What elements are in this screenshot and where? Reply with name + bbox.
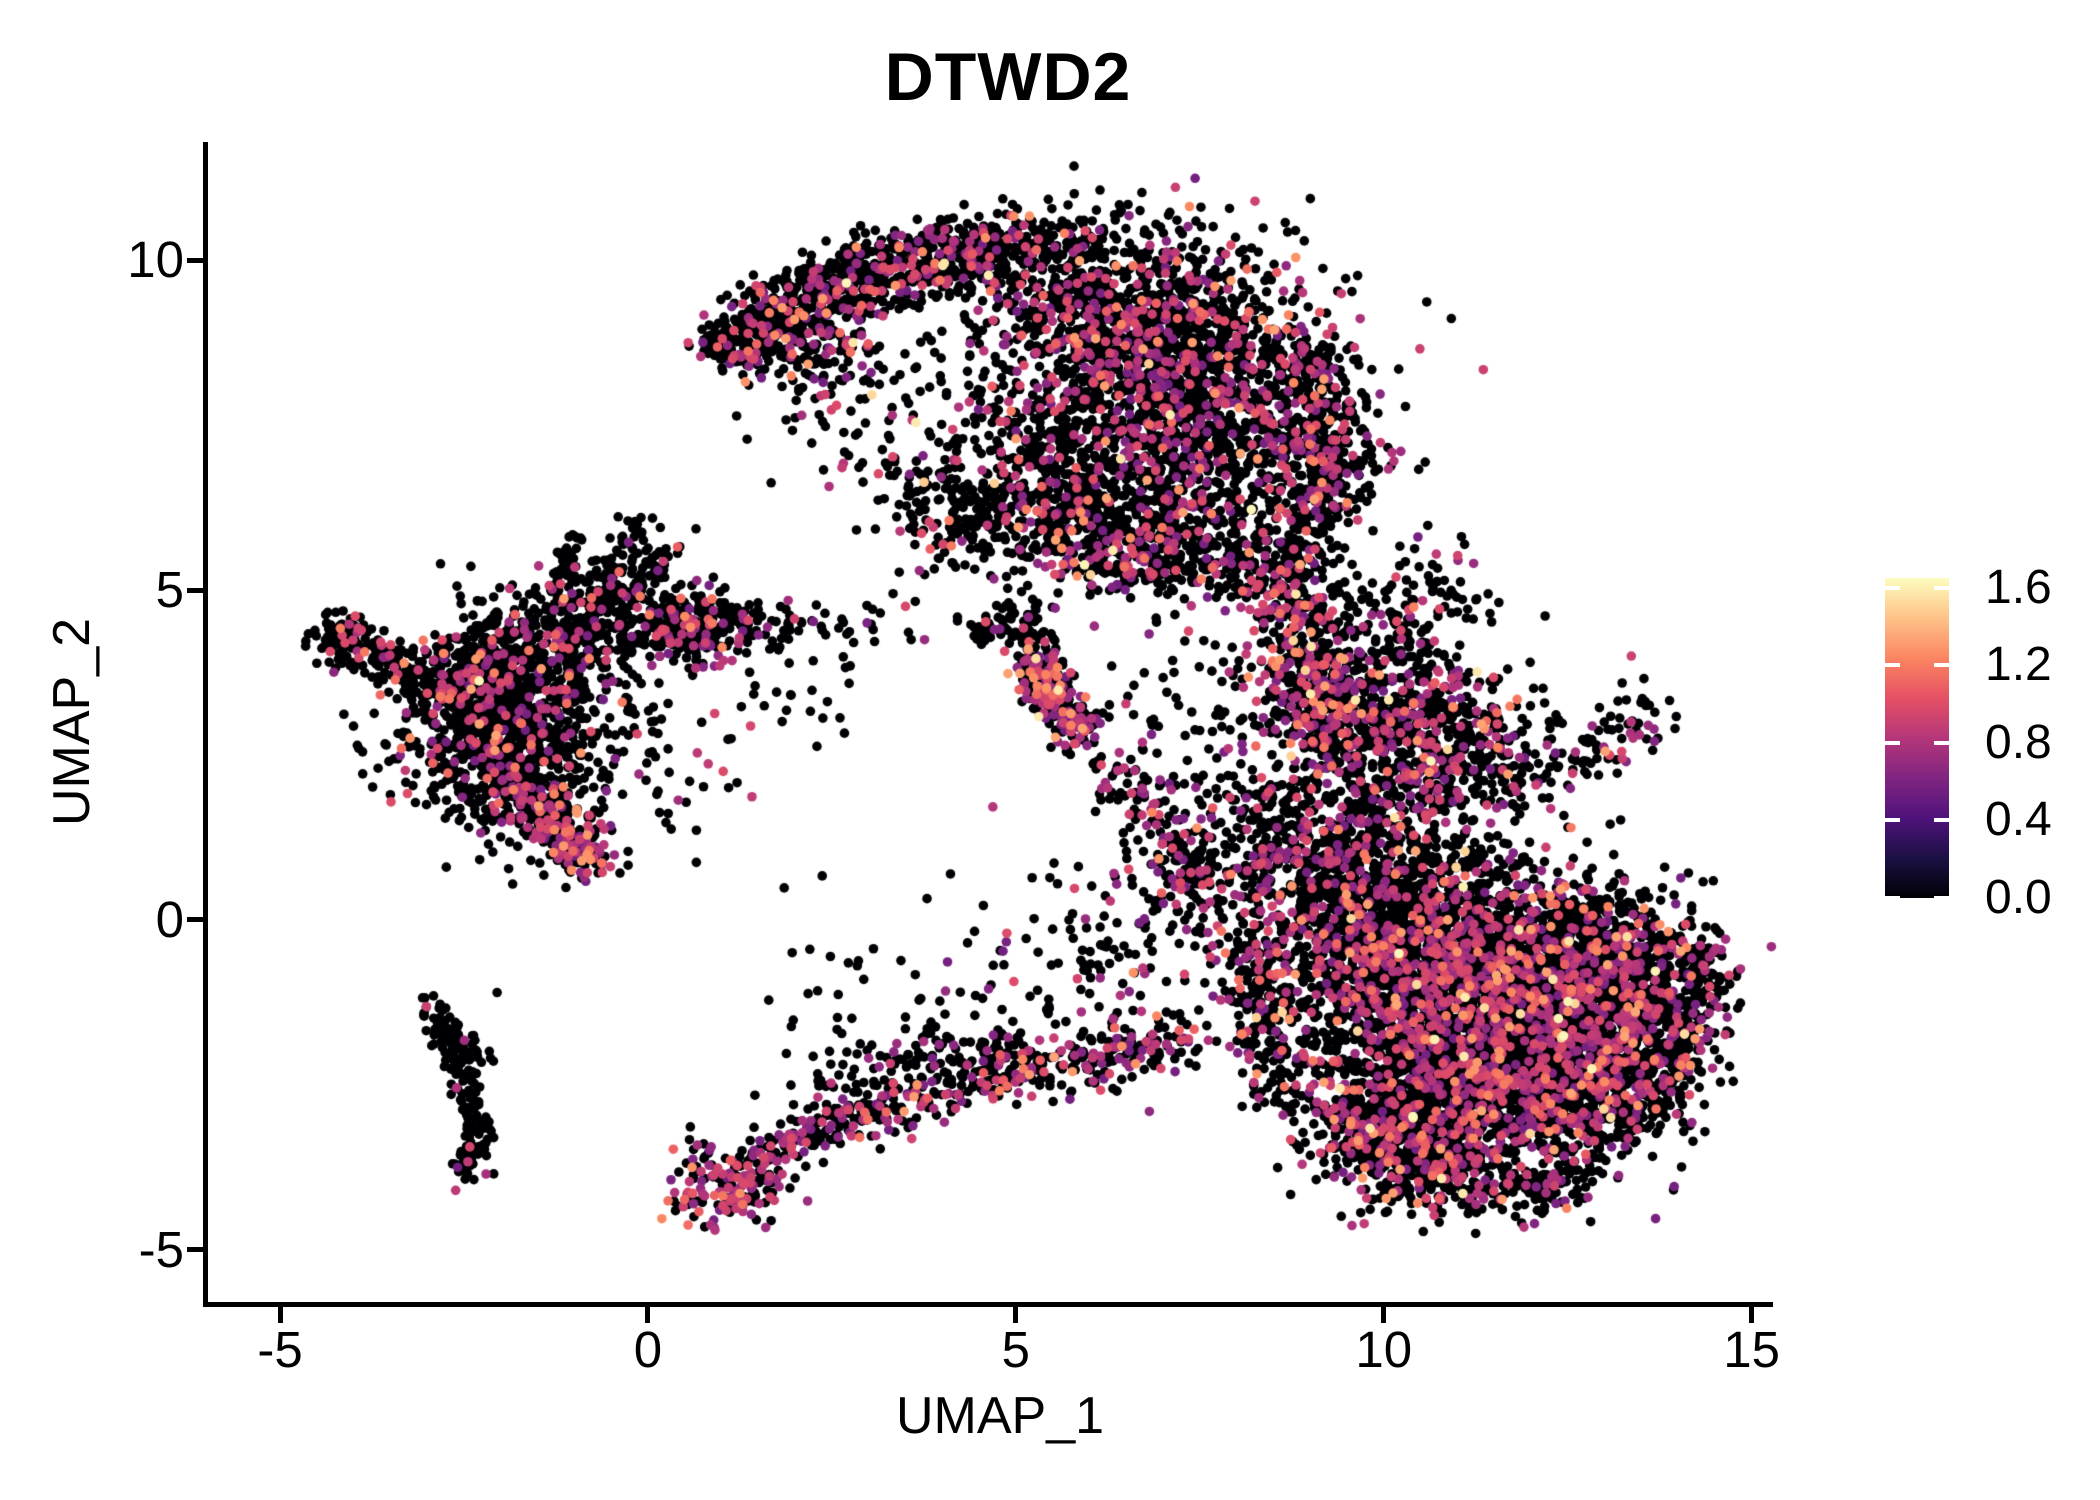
x-tick-mark: [1013, 1305, 1019, 1323]
x-axis-title: UMAP_1: [895, 1387, 1105, 1445]
colorbar-tick-mark: [1885, 663, 1900, 668]
colorbar-tick-mark: [1885, 740, 1900, 745]
y-tick-label: 0: [155, 890, 184, 948]
y-tick-label: 10: [127, 231, 184, 289]
colorbar-tick-label: 1.2: [1985, 638, 2052, 692]
colorbar-gradient: [1885, 578, 1949, 898]
colorbar-tick-mark: [1934, 663, 1949, 668]
y-tick-mark: [187, 1247, 205, 1253]
colorbar-tick-mark: [1885, 896, 1900, 898]
colorbar-tick-label: 0.0: [1985, 871, 2052, 924]
colorbar-tick-label: 0.4: [1985, 793, 2052, 847]
y-tick-label: 5: [155, 561, 184, 619]
x-tick-label: 5: [1001, 1321, 1030, 1378]
x-tick-mark: [1749, 1305, 1755, 1323]
y-tick-mark: [187, 587, 205, 593]
x-tick-mark: [645, 1305, 651, 1323]
colorbar-tick-label: 0.8: [1985, 715, 2052, 769]
y-axis-title: UMAP_2: [43, 617, 101, 827]
y-tick-mark: [187, 917, 205, 923]
colorbar-tick-label: 1.6: [1985, 560, 2052, 614]
y-tick-label: -5: [138, 1220, 184, 1278]
colorbar-tick-mark: [1934, 896, 1949, 898]
x-axis-line: [203, 1302, 1773, 1307]
colorbar-tick-mark: [1934, 585, 1949, 590]
colorbar-tick-mark: [1934, 818, 1949, 823]
chart-title: DTWD2: [884, 39, 1132, 115]
colorbar-tick-mark: [1885, 818, 1900, 823]
x-tick-label: 10: [1355, 1321, 1413, 1378]
colorbar-tick-mark: [1885, 585, 1900, 590]
x-tick-label: 15: [1723, 1321, 1780, 1378]
x-tick-mark: [277, 1305, 283, 1323]
x-tick-mark: [1381, 1305, 1387, 1323]
y-tick-mark: [187, 257, 205, 263]
colorbar-tick-mark: [1934, 740, 1949, 745]
x-tick-label: 0: [633, 1321, 663, 1378]
y-axis-line: [203, 142, 208, 1305]
x-tick-label: -5: [257, 1321, 303, 1378]
